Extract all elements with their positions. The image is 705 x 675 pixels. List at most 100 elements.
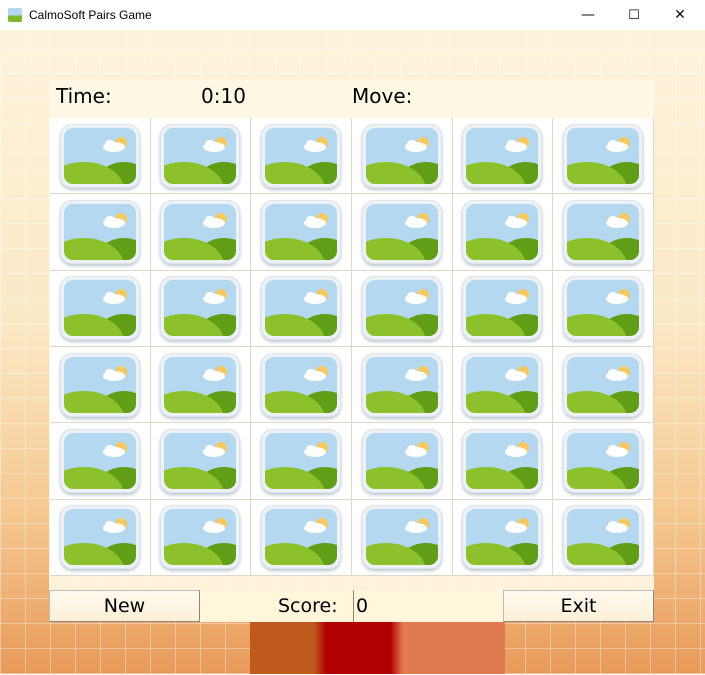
card-slot[interactable] (553, 423, 654, 500)
card-slot[interactable] (150, 270, 252, 347)
card-slot[interactable] (50, 347, 151, 424)
card-slot[interactable] (150, 118, 252, 195)
card-slot[interactable] (553, 194, 654, 271)
card-slot[interactable] (351, 499, 453, 576)
face-down-card[interactable] (462, 123, 543, 188)
face-down-card[interactable] (563, 199, 644, 264)
card-slot[interactable] (251, 347, 352, 424)
landscape-image-icon (466, 356, 539, 413)
card-slot[interactable] (251, 423, 352, 500)
status-header: Time: 0:10 Move: (49, 80, 654, 118)
face-down-card[interactable] (361, 123, 442, 188)
face-down-card[interactable] (563, 276, 644, 341)
face-down-card[interactable] (563, 352, 644, 417)
landscape-image-icon (567, 280, 640, 337)
card-slot[interactable] (553, 499, 654, 576)
card-slot[interactable] (251, 270, 352, 347)
card-slot[interactable] (452, 347, 554, 424)
new-game-button[interactable]: New (49, 590, 200, 622)
landscape-image-icon (567, 356, 640, 413)
landscape-image-icon (63, 356, 136, 413)
card-slot[interactable] (50, 118, 151, 195)
game-panel: Time: 0:10 Move: (49, 80, 654, 622)
face-down-card[interactable] (261, 199, 342, 264)
face-down-card[interactable] (361, 352, 442, 417)
window-title: CalmoSoft Pairs Game (29, 8, 152, 22)
face-down-card[interactable] (160, 505, 241, 570)
card-slot[interactable] (351, 270, 453, 347)
face-down-card[interactable] (563, 428, 644, 493)
title-bar: CalmoSoft Pairs Game — ☐ ✕ (0, 0, 705, 30)
card-slot[interactable] (553, 118, 654, 195)
face-down-card[interactable] (261, 505, 342, 570)
face-down-card[interactable] (261, 276, 342, 341)
card-slot[interactable] (50, 423, 151, 500)
face-down-card[interactable] (261, 123, 342, 188)
face-down-card[interactable] (462, 276, 543, 341)
landscape-image-icon (265, 432, 338, 489)
card-slot[interactable] (351, 118, 453, 195)
card-slot[interactable] (452, 194, 554, 271)
card-slot[interactable] (251, 118, 352, 195)
card-slot[interactable] (50, 270, 151, 347)
landscape-image-icon (365, 203, 438, 260)
face-down-card[interactable] (462, 505, 543, 570)
card-slot[interactable] (452, 270, 554, 347)
card-slot[interactable] (150, 423, 252, 500)
face-down-card[interactable] (563, 505, 644, 570)
card-slot[interactable] (50, 499, 151, 576)
face-down-card[interactable] (361, 428, 442, 493)
card-slot[interactable] (50, 194, 151, 271)
face-down-card[interactable] (160, 199, 241, 264)
landscape-image-icon (466, 280, 539, 337)
landscape-image-icon (164, 432, 237, 489)
card-slot[interactable] (452, 423, 554, 500)
face-down-card[interactable] (59, 428, 140, 493)
card-slot[interactable] (150, 194, 252, 271)
close-button[interactable]: ✕ (674, 7, 686, 23)
face-down-card[interactable] (261, 352, 342, 417)
score-value: 0 (353, 590, 368, 622)
card-slot[interactable] (351, 347, 453, 424)
card-slot[interactable] (452, 118, 554, 195)
landscape-image-icon (265, 280, 338, 337)
card-slot[interactable] (150, 499, 252, 576)
landscape-image-icon (365, 432, 438, 489)
face-down-card[interactable] (59, 199, 140, 264)
face-down-card[interactable] (563, 123, 644, 188)
card-slot[interactable] (251, 194, 352, 271)
face-down-card[interactable] (462, 199, 543, 264)
face-down-card[interactable] (59, 505, 140, 570)
face-down-card[interactable] (160, 276, 241, 341)
card-slot[interactable] (251, 499, 352, 576)
face-down-card[interactable] (361, 199, 442, 264)
minimize-button[interactable]: — (581, 7, 595, 23)
face-down-card[interactable] (261, 428, 342, 493)
card-slot[interactable] (150, 347, 252, 424)
face-down-card[interactable] (462, 352, 543, 417)
face-down-card[interactable] (462, 428, 543, 493)
face-down-card[interactable] (160, 428, 241, 493)
face-down-card[interactable] (59, 352, 140, 417)
landscape-image-icon (164, 509, 237, 566)
face-down-card[interactable] (160, 352, 241, 417)
card-slot[interactable] (351, 423, 453, 500)
card-board (50, 118, 654, 576)
landscape-image-icon (63, 509, 136, 566)
face-down-card[interactable] (59, 123, 140, 188)
face-down-card[interactable] (361, 505, 442, 570)
face-down-card[interactable] (361, 276, 442, 341)
card-slot[interactable] (351, 194, 453, 271)
time-value: 0:10 (201, 84, 246, 108)
landscape-image-icon (265, 356, 338, 413)
footer-bar: New Score: 0 Exit (49, 590, 654, 623)
landscape-image-icon (63, 127, 136, 184)
maximize-button[interactable]: ☐ (628, 7, 640, 23)
landscape-image-icon (164, 280, 237, 337)
card-slot[interactable] (452, 499, 554, 576)
face-down-card[interactable] (160, 123, 241, 188)
card-slot[interactable] (553, 270, 654, 347)
face-down-card[interactable] (59, 276, 140, 341)
card-slot[interactable] (553, 347, 654, 424)
exit-button[interactable]: Exit (503, 590, 654, 622)
